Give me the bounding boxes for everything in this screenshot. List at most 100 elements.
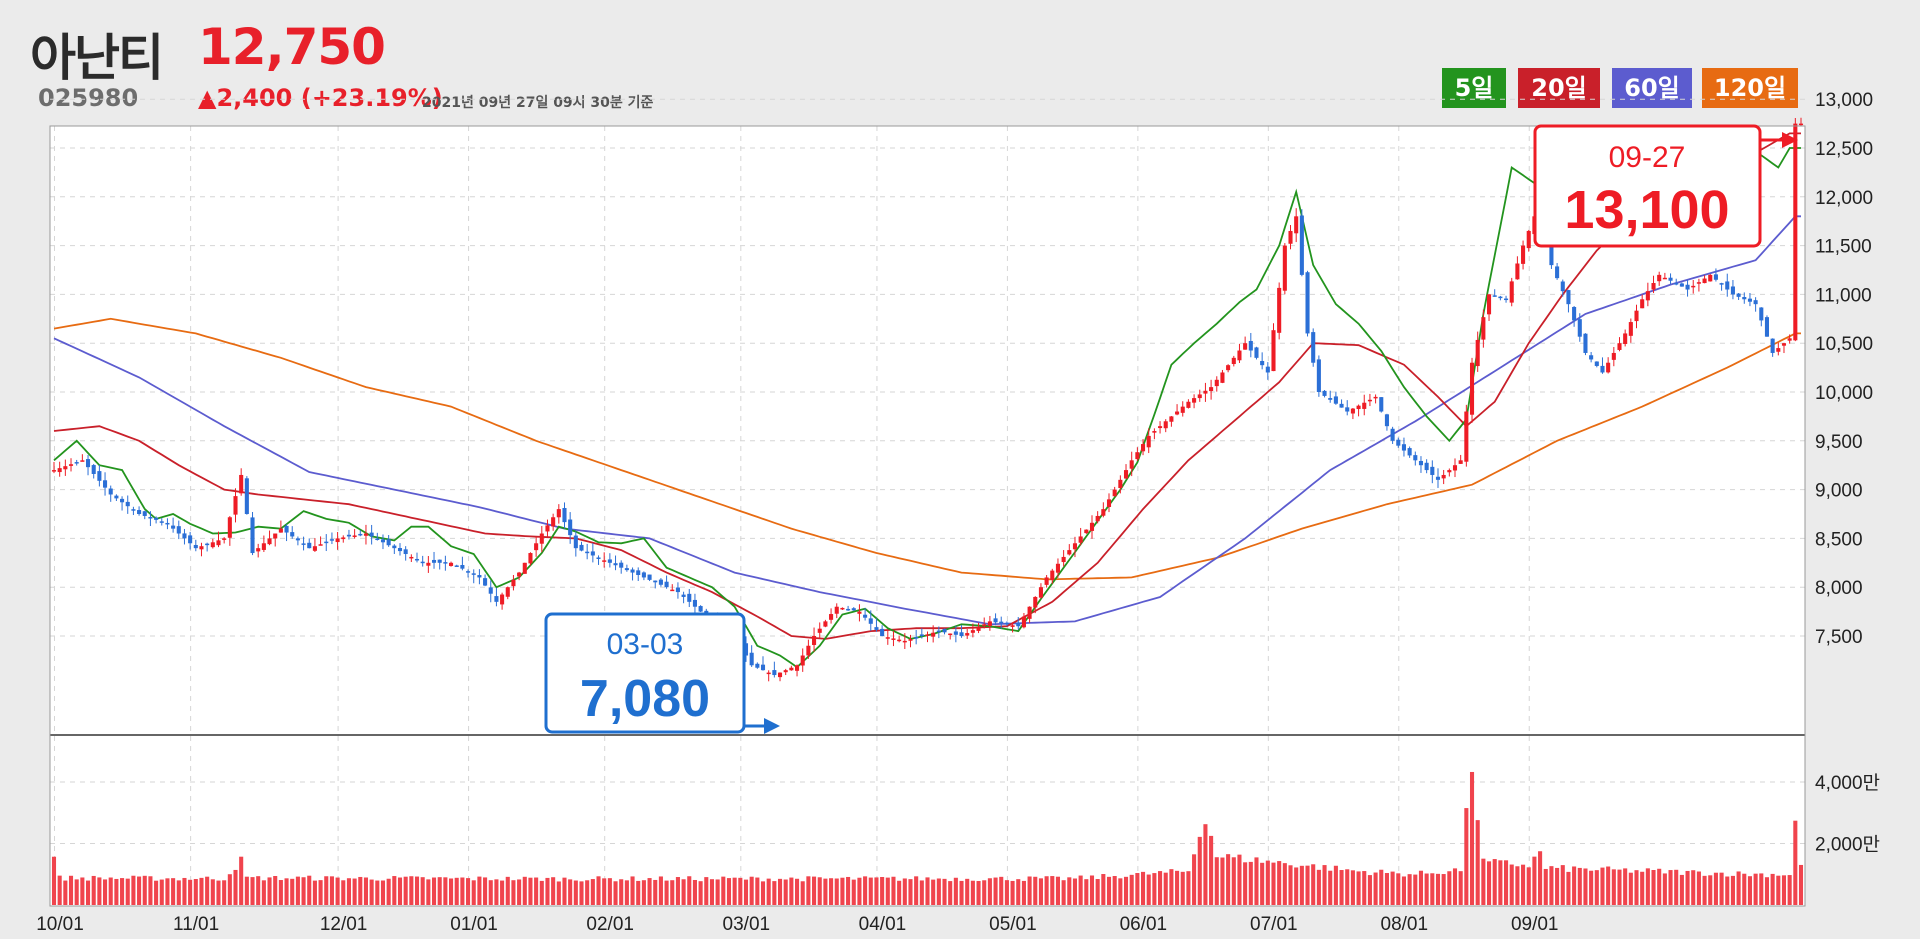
candle-body [636, 570, 641, 575]
candle [1282, 243, 1287, 295]
volume-bar [1095, 879, 1100, 905]
volume-bar [1367, 875, 1372, 905]
candle-body [1061, 556, 1066, 563]
volume-bar [1237, 854, 1242, 905]
candle [863, 607, 868, 621]
candle-body [1373, 396, 1378, 399]
candle-body [579, 544, 584, 551]
candle [1089, 515, 1095, 539]
candle [1016, 617, 1021, 630]
candle [1623, 329, 1628, 347]
volume-bar [590, 879, 595, 905]
volume-bar [1441, 874, 1446, 905]
volume-bar [346, 878, 351, 905]
candle [1781, 342, 1787, 354]
volume-tick-label: 4,000만 [1815, 772, 1880, 794]
candle [936, 626, 941, 639]
candle [1061, 550, 1066, 567]
candle-body [165, 522, 170, 525]
candle-body [1260, 360, 1265, 366]
candle [1747, 293, 1752, 307]
volume-bar [397, 877, 403, 905]
price-change: ▲2,400 (+23.19%) [198, 84, 443, 112]
candle [1759, 307, 1764, 327]
volume-bar [312, 880, 317, 905]
date-tick-label: 06/01 [1120, 914, 1168, 935]
candle [1481, 309, 1486, 348]
volume-bar [1600, 867, 1605, 905]
candle-body [352, 535, 357, 537]
candle [1469, 357, 1475, 423]
candle-body [1231, 357, 1236, 365]
candle-body [51, 470, 57, 472]
candle-body [1248, 340, 1253, 351]
volume-bar [483, 877, 488, 905]
candle [233, 488, 238, 523]
ma60-button[interactable]: 60일 [1612, 68, 1692, 108]
candle [829, 608, 834, 624]
candle-body [1651, 283, 1656, 290]
candle-body [1152, 431, 1157, 433]
candle [273, 533, 278, 547]
candle [1430, 460, 1435, 484]
candle-body [346, 534, 351, 537]
candle-body [670, 589, 675, 592]
candle [1311, 328, 1316, 367]
candle-body [568, 519, 573, 536]
volume-bar [1027, 876, 1032, 905]
candle [494, 587, 499, 607]
volume-bar [437, 877, 442, 905]
candle [1435, 468, 1441, 488]
candle [505, 586, 510, 600]
price-tick-label: 9,500 [1815, 432, 1863, 453]
candle [301, 536, 306, 551]
candle-body [426, 562, 431, 566]
volume-bar [1396, 873, 1401, 905]
candle [1186, 399, 1191, 409]
volume-bar [1753, 873, 1758, 905]
volume-bar [97, 877, 102, 905]
ma120-button[interactable]: 120일 [1702, 68, 1798, 108]
candle-body [1475, 339, 1480, 367]
candle-body [1577, 319, 1582, 337]
ma20-button[interactable]: 20일 [1518, 68, 1600, 108]
candle [834, 603, 839, 619]
candle [358, 530, 363, 537]
volume-bar [517, 879, 522, 905]
candle-body [528, 553, 533, 564]
candle [1555, 262, 1560, 280]
candle-body [613, 563, 618, 566]
candle-body [1606, 362, 1611, 373]
candle [522, 562, 527, 574]
volume-bar [1277, 861, 1282, 905]
date-tick-label: 10/01 [36, 914, 84, 935]
ma5-button[interactable]: 5일 [1442, 68, 1506, 108]
volume-bar [692, 879, 697, 905]
volume-bar [1248, 861, 1253, 905]
candle [466, 569, 471, 578]
volume-bar [182, 877, 187, 905]
volume-bar [154, 880, 159, 905]
candle-body [1084, 529, 1089, 534]
candle-body [834, 606, 839, 614]
candle-body [602, 560, 607, 562]
volume-bar [1050, 876, 1055, 905]
volume-bar [1260, 862, 1265, 905]
candle [120, 496, 125, 511]
candle [1129, 451, 1134, 477]
candle [568, 512, 573, 544]
volume-bar [630, 876, 635, 905]
candle-body [318, 544, 323, 546]
candle [363, 524, 369, 545]
candle [925, 631, 930, 643]
volume-bar [1243, 862, 1248, 905]
candle [687, 589, 692, 608]
candle [318, 536, 323, 546]
volume-bar [1350, 870, 1355, 905]
candle [278, 520, 283, 533]
volume-bar [1708, 875, 1713, 905]
candle [165, 518, 170, 530]
candle-body [1123, 470, 1129, 479]
candle [982, 617, 987, 629]
volume-bar [834, 878, 839, 905]
